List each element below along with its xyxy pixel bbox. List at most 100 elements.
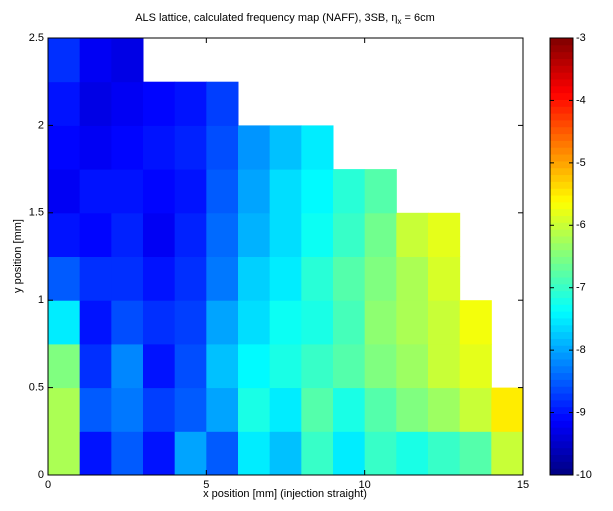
heat-cell [174, 125, 207, 170]
heat-cell [238, 387, 271, 432]
heat-cell [364, 256, 397, 301]
heat-cell [206, 81, 239, 126]
heat-cell [206, 300, 239, 345]
heat-cell [143, 81, 176, 126]
colorbar-swatch [550, 188, 573, 196]
heat-cell [48, 256, 81, 301]
heat-cell [111, 81, 144, 126]
heat-cell [396, 387, 429, 432]
heat-cell [428, 343, 461, 389]
colorbar-swatch [550, 236, 573, 244]
heat-cell [48, 169, 81, 214]
colorbar-swatch [550, 447, 573, 456]
colorbar-tick-label: -3 [576, 32, 586, 44]
x-axis-label: x position [mm] (injection straight) [203, 488, 367, 500]
heat-cell [301, 169, 334, 214]
x-tick-label: 5 [203, 479, 209, 491]
heat-cell [269, 343, 302, 389]
colorbar-swatch [550, 338, 573, 346]
colorbar-swatch [550, 72, 573, 80]
colorbar-swatch [550, 38, 573, 46]
heat-cell [79, 38, 112, 83]
heat-cell [111, 431, 144, 476]
heat-cell [491, 431, 524, 476]
colorbar-swatch [550, 379, 573, 387]
heat-cell [428, 256, 461, 301]
colorbar-swatch [550, 65, 573, 73]
colorbar-swatch [550, 222, 573, 230]
heat-cell [206, 343, 239, 389]
heat-cell [111, 300, 144, 345]
colorbar-swatch [550, 427, 573, 435]
heat-cell [396, 343, 429, 389]
colorbar-swatch [550, 454, 573, 462]
heat-cell [333, 169, 366, 214]
heat-cell [48, 38, 81, 83]
colorbar-swatch [550, 160, 573, 169]
heat-cell [238, 256, 271, 301]
heat-cell [48, 387, 81, 432]
colorbar-swatch [550, 44, 573, 53]
colorbar-swatch [550, 317, 573, 326]
colorbar-swatch [550, 297, 573, 305]
y-tick-label: 2.5 [29, 32, 44, 44]
colorbar-swatch [550, 290, 573, 298]
colorbar-swatch [550, 434, 573, 442]
heat-cell [48, 431, 81, 476]
colorbar-swatch [550, 215, 573, 223]
heat-cell [111, 212, 144, 257]
heat-cell [491, 387, 524, 432]
heat-cell [333, 212, 366, 257]
colorbar-swatch [550, 440, 573, 449]
colorbar-swatch [550, 365, 573, 374]
heat-cell [301, 212, 334, 257]
colorbar-swatch [550, 208, 573, 217]
heat-cell [269, 387, 302, 432]
colorbar-swatch [550, 331, 573, 339]
heat-cell [269, 125, 302, 170]
colorbar-swatch [550, 242, 573, 251]
colorbar-swatch [550, 249, 573, 257]
colorbar-swatch [550, 181, 573, 189]
heat-cell [174, 343, 207, 389]
heat-cell [428, 387, 461, 432]
heat-cell [428, 431, 461, 476]
colorbar-swatch [550, 106, 573, 114]
heat-cell [459, 343, 492, 389]
heat-cell [333, 256, 366, 301]
colorbar-frame [549, 37, 574, 476]
heat-cell [364, 212, 397, 257]
heat-cell [396, 256, 429, 301]
chart-title: ALS lattice, calculated frequency map (N… [135, 12, 435, 26]
heat-cell [174, 212, 207, 257]
colorbar-swatch [550, 393, 573, 401]
heat-cell [238, 300, 271, 345]
colorbar-swatch [550, 276, 573, 285]
heat-cell [459, 300, 492, 345]
heat-cell [48, 343, 81, 389]
heat-cell [459, 431, 492, 476]
heat-cell [111, 256, 144, 301]
title-rest: = 6cm [401, 12, 434, 24]
heat-cell [364, 169, 397, 214]
heat-cell [174, 300, 207, 345]
heat-cell [143, 212, 176, 257]
heat-cell [238, 431, 271, 476]
heat-cell [174, 387, 207, 432]
y-tick-label: 0 [38, 469, 44, 481]
colorbar-swatch [550, 372, 573, 380]
heat-cell [174, 431, 207, 476]
heat-cell [111, 387, 144, 432]
heat-cell [206, 431, 239, 476]
colorbar-swatch [550, 133, 573, 141]
title-main: ALS lattice, calculated frequency map (N… [135, 12, 397, 24]
colorbar-swatch [550, 406, 573, 415]
colorbar-tick-label: -10 [576, 469, 592, 481]
colorbar-swatch [550, 174, 573, 182]
heat-cell [143, 387, 176, 432]
heat-cell [301, 431, 334, 476]
heat-cell [206, 169, 239, 214]
heat-cell [428, 212, 461, 257]
heat-cell [143, 169, 176, 214]
colorbar-swatch [550, 195, 573, 203]
